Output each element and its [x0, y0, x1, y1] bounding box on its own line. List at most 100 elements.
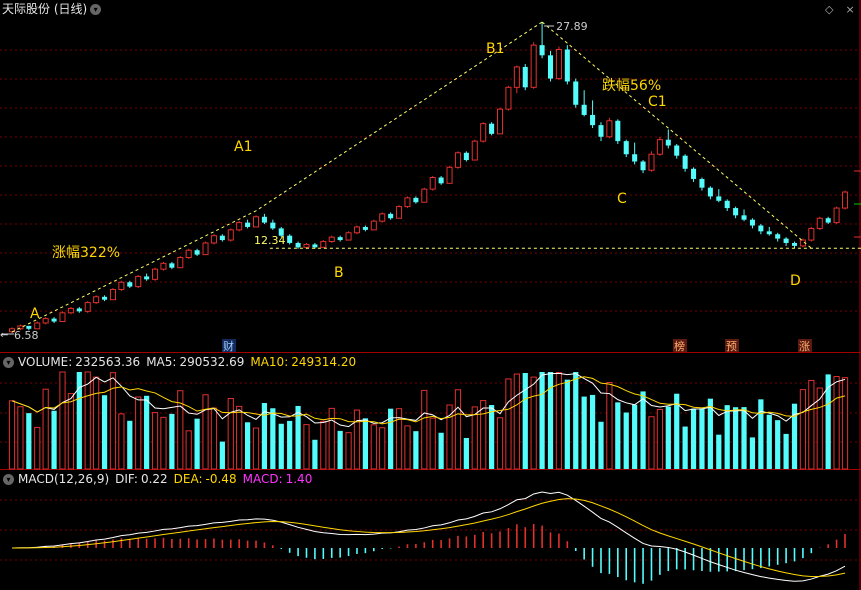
volume-bar [328, 407, 335, 470]
volume-bar [84, 371, 91, 470]
candle-body [152, 268, 159, 280]
volume-bar [699, 408, 705, 469]
candle [236, 221, 243, 232]
volume-bar [488, 405, 495, 469]
candle [17, 324, 24, 331]
candle-body [135, 275, 142, 288]
candle [396, 205, 403, 219]
candle-body [808, 227, 815, 241]
x-icon[interactable]: × [845, 3, 855, 16]
candle-body [413, 197, 419, 203]
candle [758, 224, 764, 235]
candle-body [202, 242, 209, 256]
candle [463, 151, 469, 162]
volume-bar [724, 405, 730, 469]
candle-body [656, 139, 663, 155]
annotation-A1: A1 [234, 139, 252, 155]
volume-bar [707, 398, 713, 469]
chevron-down-icon[interactable]: ▾ [90, 3, 102, 15]
volume-bar [261, 403, 268, 469]
volume-bar [555, 372, 563, 470]
candle-body [841, 191, 849, 209]
candle-body [337, 237, 343, 241]
chart-annotations: A 涨幅322% A1 B B1 跌幅56%C1 C D 27.89 ← 6.58 12.34 财 榜 预 涨 [0, 20, 812, 353]
candle-body [118, 281, 125, 291]
volume-bar [413, 431, 419, 469]
volume-bar [101, 395, 108, 469]
rise-trend-line [11, 21, 543, 333]
annotation-B: B [334, 265, 344, 281]
candle [287, 234, 293, 245]
candle [547, 50, 554, 82]
candle [345, 231, 352, 241]
candle [648, 151, 655, 172]
collapse-icon[interactable]: ▾ [3, 356, 14, 368]
candle [177, 256, 184, 269]
candle [328, 235, 335, 243]
volume-bar [202, 394, 209, 470]
price-low-label: 6.58 [14, 329, 39, 342]
candle [34, 321, 41, 330]
volume-bar [825, 374, 831, 469]
collapse-icon[interactable]: ▾ [3, 473, 14, 485]
candle [674, 144, 680, 159]
volume-bar [564, 379, 570, 469]
candle-body [303, 243, 310, 248]
candle-body [749, 219, 755, 226]
candle-body [555, 48, 562, 80]
volume-bar [741, 407, 747, 469]
volume-bar [573, 372, 579, 469]
volume-bar [480, 400, 487, 470]
candle [623, 139, 629, 158]
volume-bar [320, 420, 327, 470]
volume-bar [749, 437, 756, 469]
candle [656, 136, 663, 156]
macd-series [11, 491, 846, 584]
volume-bar [370, 424, 377, 470]
candle [185, 248, 192, 259]
volume-bar [530, 376, 537, 470]
candle [691, 167, 697, 182]
volume-bar [17, 406, 24, 470]
candle [429, 176, 436, 191]
candle-body [67, 307, 74, 314]
volume-bar [581, 396, 587, 469]
dif-label: DIF: [115, 472, 138, 486]
candle-body [102, 296, 108, 300]
diamond-icon[interactable]: ◇ [825, 3, 834, 16]
volume-bar [539, 372, 545, 469]
volume-bar [783, 433, 789, 469]
volume-bar [303, 424, 310, 470]
price-high-label: 27.89 [556, 20, 588, 33]
candle-body [833, 207, 840, 224]
candle [513, 65, 520, 94]
candle [93, 295, 100, 305]
volume-header: ▾ VOLUME: 232563.36 MA5: 290532.69 MA10:… [0, 353, 356, 371]
candle [109, 288, 116, 301]
event-tag-bg [798, 339, 812, 352]
level-label: 12.34 [254, 234, 286, 247]
event-tag-bg [725, 339, 739, 352]
volume-bar [471, 406, 478, 470]
candle-body [370, 220, 377, 231]
candle [496, 107, 504, 135]
volume-bar [733, 407, 739, 469]
candle-body [278, 228, 284, 236]
candle [76, 306, 82, 313]
ma5-value: 290532.69 [179, 355, 245, 369]
volume-bar [799, 389, 807, 470]
candle [573, 78, 579, 108]
candle [699, 177, 705, 191]
volume-bar [144, 395, 150, 469]
macd-dif-line [11, 491, 846, 582]
candle [144, 273, 150, 281]
candle-body [733, 208, 739, 216]
volume-bar [177, 390, 184, 470]
candle [370, 219, 377, 231]
candle-body [564, 49, 570, 82]
candle-body [547, 55, 554, 79]
candle-body [632, 154, 638, 162]
candle-body [606, 120, 613, 138]
candle [270, 219, 276, 230]
